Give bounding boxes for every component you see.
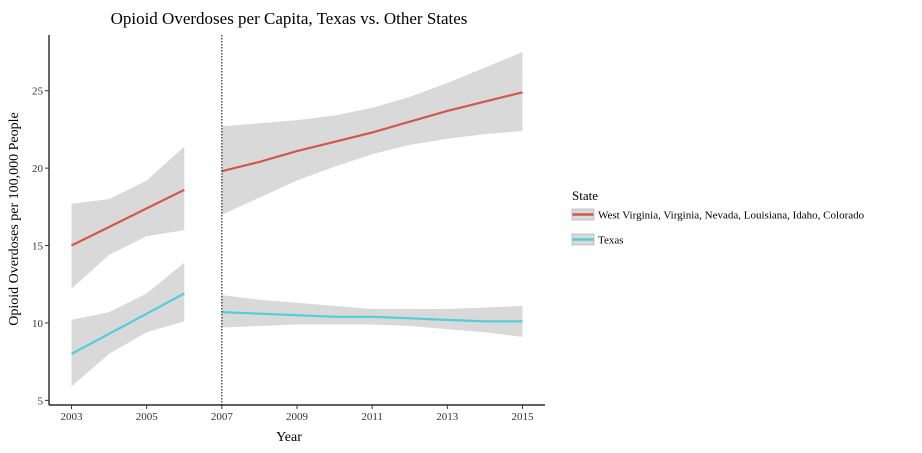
x-tick-label: 2005 — [136, 411, 159, 423]
series-line-2-segment-1 — [70, 292, 185, 355]
confidence-bands — [71, 52, 523, 387]
y-tick-label: 25 — [32, 86, 44, 98]
y-tick-label: 10 — [32, 318, 44, 330]
x-axis-title: Year — [276, 430, 302, 445]
series-line-2-segment-2 — [221, 311, 523, 323]
x-tick-label: 2011 — [361, 411, 383, 423]
legend-label: Texas — [598, 235, 624, 247]
axes: 2003 2005 2007 2009 2011 2013 2015 5 10 15 20 25 — [32, 35, 545, 423]
y-tick-label: 20 — [32, 163, 44, 175]
legend-title: State — [572, 188, 598, 203]
y-tick-label: 15 — [32, 241, 44, 253]
y-axis-ticks: 5 10 15 20 25 — [32, 86, 49, 407]
x-tick-label: 2015 — [511, 411, 534, 423]
series-line-1-segment-1 — [71, 188, 185, 247]
chart-title: Opioid Overdoses per Capita, Texas vs. O… — [111, 9, 468, 28]
series-lines — [70, 91, 523, 355]
legend-items: West Virginia, Virginia, Nevada, Louisia… — [571, 208, 865, 247]
x-axis-ticks: 2003 2005 2007 2009 2011 2013 2015 — [61, 405, 534, 423]
y-axis-title: Opioid Overdoses per 100,000 People — [7, 112, 22, 325]
x-tick-label: 2003 — [61, 411, 84, 423]
y-tick-label: 5 — [38, 395, 44, 407]
x-tick-label: 2013 — [436, 411, 459, 423]
legend: State West Virginia, Virginia, Nevada, L… — [571, 188, 865, 247]
x-tick-label: 2007 — [211, 411, 234, 423]
series-line-1-segment-2 — [221, 91, 523, 173]
x-tick-label: 2009 — [286, 411, 309, 423]
legend-label: West Virginia, Virginia, Nevada, Louisia… — [598, 210, 865, 222]
